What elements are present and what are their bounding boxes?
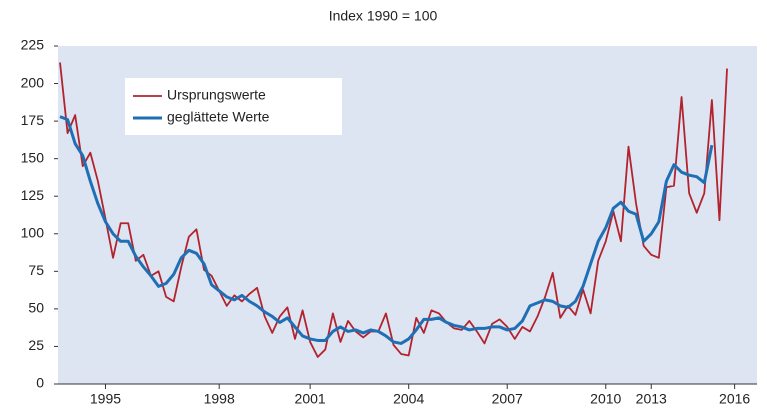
y-tick-label: 175: [21, 112, 45, 128]
legend: [125, 78, 342, 135]
y-tick-label: 0: [36, 375, 44, 391]
x-tick-label: 2010: [590, 391, 621, 407]
legend-label: Ursprungswerte: [167, 87, 266, 103]
series-line: [59, 62, 728, 358]
y-tick-label: 200: [21, 74, 45, 90]
y-tick-label: 125: [21, 187, 45, 203]
x-tick-label: 2016: [719, 391, 750, 407]
x-tick-label: 2013: [636, 391, 667, 407]
y-tick-label: 100: [21, 224, 45, 240]
x-tick-label: 2004: [393, 391, 424, 407]
series-line: [59, 115, 714, 345]
y-tick-label: 225: [21, 37, 45, 53]
legend-label: geglättete Werte: [167, 109, 270, 125]
y-tick-label: 75: [28, 262, 44, 278]
x-tick-label: 2001: [295, 391, 326, 407]
x-tick-label: 1995: [90, 391, 121, 407]
y-tick-label: 150: [21, 149, 45, 165]
x-tick-label: 2007: [492, 391, 523, 407]
x-tick-label: 1998: [204, 391, 235, 407]
chart-title: Index 1990 = 100: [329, 8, 438, 24]
y-tick-label: 50: [28, 300, 44, 316]
y-tick-label: 25: [28, 337, 44, 353]
